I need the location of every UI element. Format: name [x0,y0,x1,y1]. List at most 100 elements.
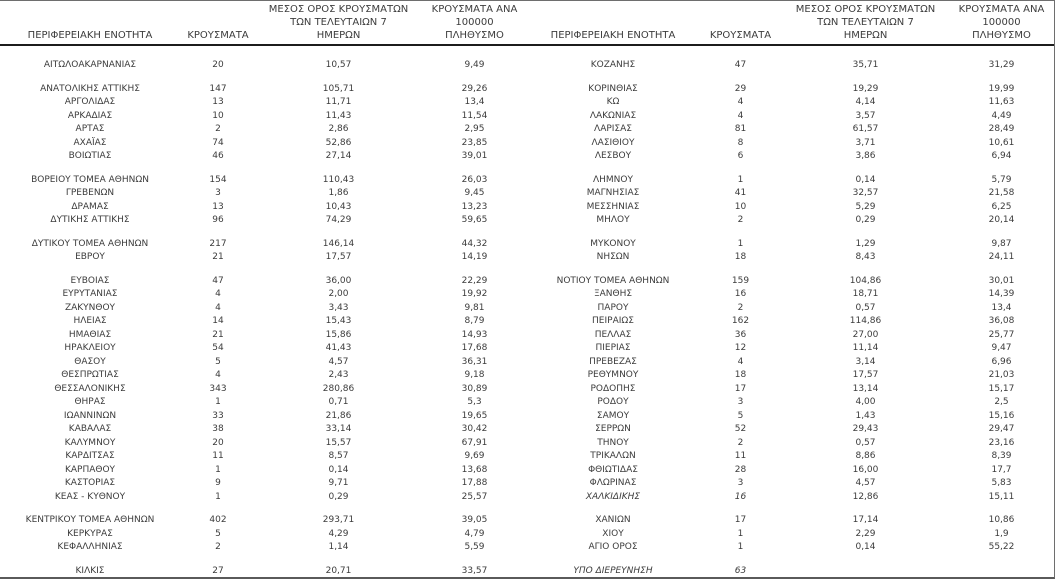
avg7-cell: 3,71 [855,137,876,148]
avg7-cell: 2,43 [328,370,349,381]
per100k-cell: 14,19 [461,252,488,263]
avg7-cell: 4,14 [855,97,876,108]
region-name-cell: ΧΑΝΙΩΝ [595,515,631,526]
avg7-cell: 19,29 [852,83,879,94]
avg7-cell: 15,86 [325,329,352,340]
avg7-cell: 8,43 [855,252,876,263]
table-row: ΧΙΟΥ 1 2,29 1,9 [528,528,1054,542]
avg7-cell: 0,29 [328,491,349,502]
table-row: ΠΕΛΛΑΣ 36 27,00 25,77 [528,329,1054,343]
cases-cell: 3 [737,397,744,408]
region-name-cell: ΕΥΡΥΤΑΝΙΑΣ [62,289,118,300]
per100k-cell: 30,89 [461,383,488,394]
table-row: ΚΑΛΥΜΝΟΥ 20 15,57 67,91 [0,437,528,451]
table-row: ΔΥΤΙΚΗΣ ΑΤΤΙΚΗΣ 96 74,29 59,65 [0,214,528,228]
avg7-cell: 2,00 [328,289,349,300]
per100k-cell: 15,17 [988,383,1015,394]
avg7-cell: 17,14 [852,515,879,526]
table-row: ΘΑΣΟΥ 5 4,57 36,31 [0,356,528,370]
table-row: ΘΕΣΠΡΩΤΙΑΣ 4 2,43 9,18 [0,369,528,383]
per100k-cell: 23,85 [461,137,488,148]
avg7-cell: 18,71 [852,289,879,300]
table-row: ΒΟΡΕΙΟΥ ΤΟΜΕΑ ΑΘΗΝΩΝ 154 110,43 26,03 [0,174,528,188]
avg7-cell: 104,86 [849,275,882,286]
cases-cell: 1 [737,174,744,185]
table-row: ΗΡΑΚΛΕΙΟΥ 54 41,43 17,68 [0,342,528,356]
table-row: ΚΩ 4 4,14 11,63 [528,96,1054,110]
avg7-cell: 2,29 [855,528,876,539]
per100k-cell: 21,03 [988,370,1015,381]
avg7-cell: 5,29 [855,201,876,212]
per100k-cell: 33,57 [461,565,488,576]
per100k-cell: 59,65 [461,215,488,226]
region-name-cell: ΛΗΜΝΟΥ [592,174,633,185]
avg7-cell: 1,86 [328,188,349,199]
avg7-cell: 20,71 [325,565,352,576]
per100k-cell: 11,54 [461,110,488,121]
table-row: ΚΑΣΤΟΡΙΑΣ 9 9,71 17,88 [0,477,528,491]
per100k-cell: 30,42 [461,424,488,435]
per100k-cell: 23,16 [988,437,1015,448]
table-row: ΑΝΑΤΟΛΙΚΗΣ ΑΤΤΙΚΗΣ 147 105,71 29,26 [0,83,528,97]
table-row: ΥΠΟ ΔΙΕΡΕΥΝΗΣΗ 63 [528,565,1054,578]
region-name-cell: ΛΑΡΙΣΑΣ [594,124,632,135]
region-name-cell: ΦΘΙΩΤΙΔΑΣ [588,464,638,475]
cases-cell: 20 [212,60,224,71]
per100k-cell: 6,96 [991,356,1012,367]
table-row: ΗΛΕΙΑΣ 14 15,43 8,79 [0,315,528,329]
per100k-cell: 8,39 [991,451,1012,462]
avg7-cell: 1,43 [855,410,876,421]
per100k-cell: 4,49 [991,110,1012,121]
cases-cell: 16 [734,491,747,502]
per100k-cell: 17,68 [461,343,488,354]
avg7-cell: 12,86 [852,491,879,502]
per100k-cell: 20,14 [988,215,1015,226]
per100k-cell: 24,11 [988,252,1015,263]
avg7-cell: 36,00 [325,275,352,286]
region-name-cell: ΡΟΔΟΠΗΣ [590,383,636,394]
cases-cell: 14 [212,316,224,327]
per100k-cell: 29,47 [988,424,1015,435]
avg7-cell: 15,43 [325,316,352,327]
right-table-body: ΚΟΖΑΝΗΣ 47 35,71 31,29 ΚΟΡΙΝΘΙΑΣ 29 19,2… [528,46,1054,578]
cases-cell: 154 [209,174,227,185]
avg7-cell: 0,71 [328,397,349,408]
left-table-header: ΠΕΡΙΦΕΡΕΙΑΚΗ ΕΝΟΤΗΤΑ ΚΡΟΥΣΜΑΤΑ ΜΕΣΟΣ ΟΡΟ… [0,1,528,46]
cases-cell: 18 [734,252,747,263]
per100k-cell: 6,94 [991,151,1012,162]
table-row: ΚΕΝΤΡΙΚΟΥ ΤΟΜΕΑ ΑΘΗΝΩΝ 402 293,71 39,05 [0,514,528,528]
avg7-cell: 32,57 [852,188,879,199]
table-row: ΠΑΡΟΥ 2 0,57 13,4 [528,302,1054,316]
table-row: ΜΥΚΟΝΟΥ 1 1,29 9,87 [528,238,1054,252]
per100k-cell: 13,4 [991,302,1012,313]
table-row: ΚΑΒΑΛΑΣ 38 33,14 30,42 [0,423,528,437]
cases-cell: 2 [737,215,744,226]
column-header-cases: ΚΡΟΥΣΜΑΤΑ [187,30,249,41]
table-row: ΚΕΡΚΥΡΑΣ 5 4,29 4,79 [0,528,528,542]
table-row: ΠΡΕΒΕΖΑΣ 4 3,14 6,96 [528,356,1054,370]
region-name-cell: ΠΙΕΡΙΑΣ [595,343,631,354]
cases-cell: 2 [215,124,221,135]
cases-cell: 4 [215,302,221,313]
cases-cell: 96 [212,215,224,226]
region-name-cell: ΛΑΚΩΝΙΑΣ [589,110,637,121]
avg7-cell: 4,00 [855,397,876,408]
per100k-cell: 44,32 [461,238,488,249]
table-row: ΜΕΣΣΗΝΙΑΣ 10 5,29 6,25 [528,201,1054,215]
table-row: ΗΜΑΘΙΑΣ 21 15,86 14,93 [0,329,528,343]
cases-cell: 402 [209,515,227,526]
avg7-cell: 41,43 [325,343,352,354]
region-name-cell: ΒΟΡΕΙΟΥ ΤΟΜΕΑ ΑΘΗΝΩΝ [31,174,149,185]
avg7-cell: 0,14 [855,542,876,553]
per100k-cell: 29,26 [461,83,488,94]
table-row: ΝΟΤΙΟΥ ΤΟΜΕΑ ΑΘΗΝΩΝ 159 104,86 30,01 [528,275,1054,289]
region-name-cell: ΔΥΤΙΚΟΥ ΤΟΜΕΑ ΑΘΗΝΩΝ [31,238,149,249]
cases-cell: 4 [737,97,744,108]
per100k-cell: 13,68 [461,464,488,475]
cases-cell: 3 [215,188,221,199]
table-row: ΝΗΣΩΝ 18 8,43 24,11 [528,251,1054,265]
region-name-cell: ΜΕΣΣΗΝΙΑΣ [586,201,640,212]
region-name-cell: ΑΡΤΑΣ [75,124,105,135]
avg7-cell: 61,57 [852,124,879,135]
per100k-cell: 14,39 [988,289,1015,300]
